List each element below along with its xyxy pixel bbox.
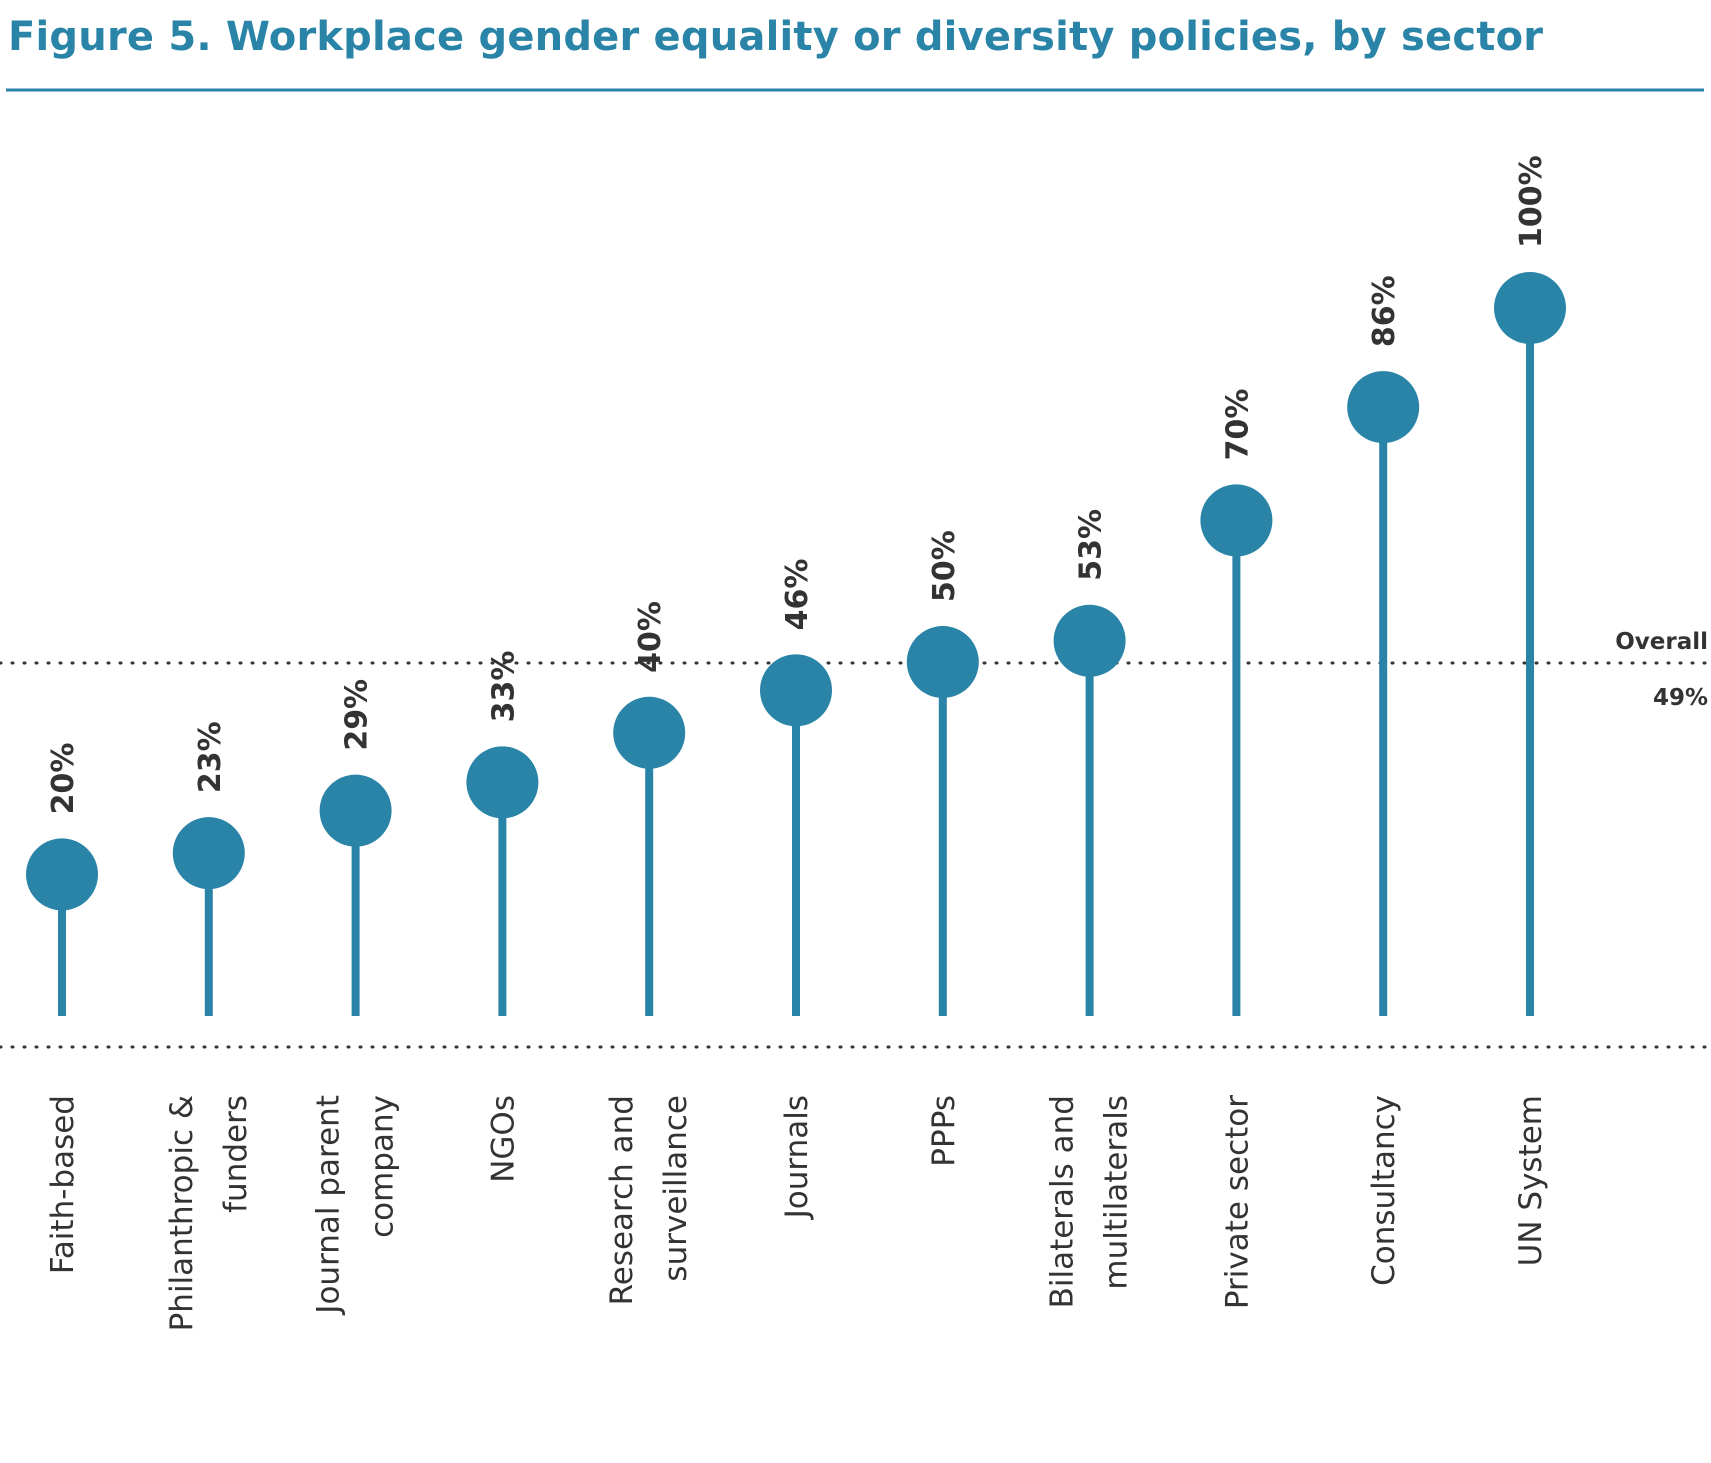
category-label: Philanthropic & xyxy=(164,1095,200,1331)
value-label: 50% xyxy=(927,530,962,602)
value-label: 23% xyxy=(193,721,228,793)
value-label: 46% xyxy=(780,559,815,631)
lollipop-dot xyxy=(1494,272,1566,344)
lollipop-dot xyxy=(172,817,245,890)
value-label: 100% xyxy=(1514,155,1549,248)
category-label: funders xyxy=(218,1095,254,1213)
category-label: multilaterals xyxy=(1099,1095,1135,1290)
lollipop-dot xyxy=(1347,371,1420,444)
category-label: PPPs xyxy=(926,1095,962,1167)
value-label: 40% xyxy=(633,601,668,673)
category-label: NGOs xyxy=(485,1095,521,1183)
category-label: surveillance xyxy=(658,1095,694,1282)
lollipop-dot xyxy=(1053,604,1126,677)
category-label: Bilaterals and xyxy=(1045,1095,1081,1308)
category-label: Faith-based xyxy=(45,1095,81,1274)
lollipop-dot xyxy=(1200,484,1273,557)
value-label: 53% xyxy=(1074,509,1109,581)
category-label: Journal parent xyxy=(311,1095,347,1316)
overall-reference-value: 49% xyxy=(1653,685,1708,711)
category-label: Research and xyxy=(604,1095,640,1305)
lollipop-dot xyxy=(906,626,979,698)
category-label: Journals xyxy=(779,1095,815,1220)
value-label: 70% xyxy=(1220,389,1255,461)
value-label: 20% xyxy=(46,743,81,815)
lollipop-dot xyxy=(466,746,539,819)
category-label: UN System xyxy=(1513,1095,1549,1266)
category-label: company xyxy=(365,1095,401,1238)
value-label: 33% xyxy=(486,651,521,723)
overall-reference-label: Overall xyxy=(1615,629,1708,655)
category-labels-layer: Faith-based Philanthropic & funders Journal… xyxy=(45,1095,1549,1332)
lollipop-dot xyxy=(613,696,686,769)
value-labels-layer: 20% 23% 29% 33% 40% 46% 50% 53% 70% 86% 100% xyxy=(46,155,1549,814)
category-label: Consultancy xyxy=(1366,1095,1402,1286)
value-label: 86% xyxy=(1367,275,1402,347)
lollipop-dot xyxy=(319,774,392,847)
category-label: Private sector xyxy=(1219,1095,1255,1309)
reference-layer: Overall 49% xyxy=(0,629,1711,711)
lollipop-dot xyxy=(760,654,832,727)
dots-layer xyxy=(26,272,1566,911)
value-label: 29% xyxy=(340,679,375,751)
chart-title: Figure 5. Workplace gender equality or d… xyxy=(8,14,1544,60)
lollipop-dot xyxy=(26,838,98,911)
